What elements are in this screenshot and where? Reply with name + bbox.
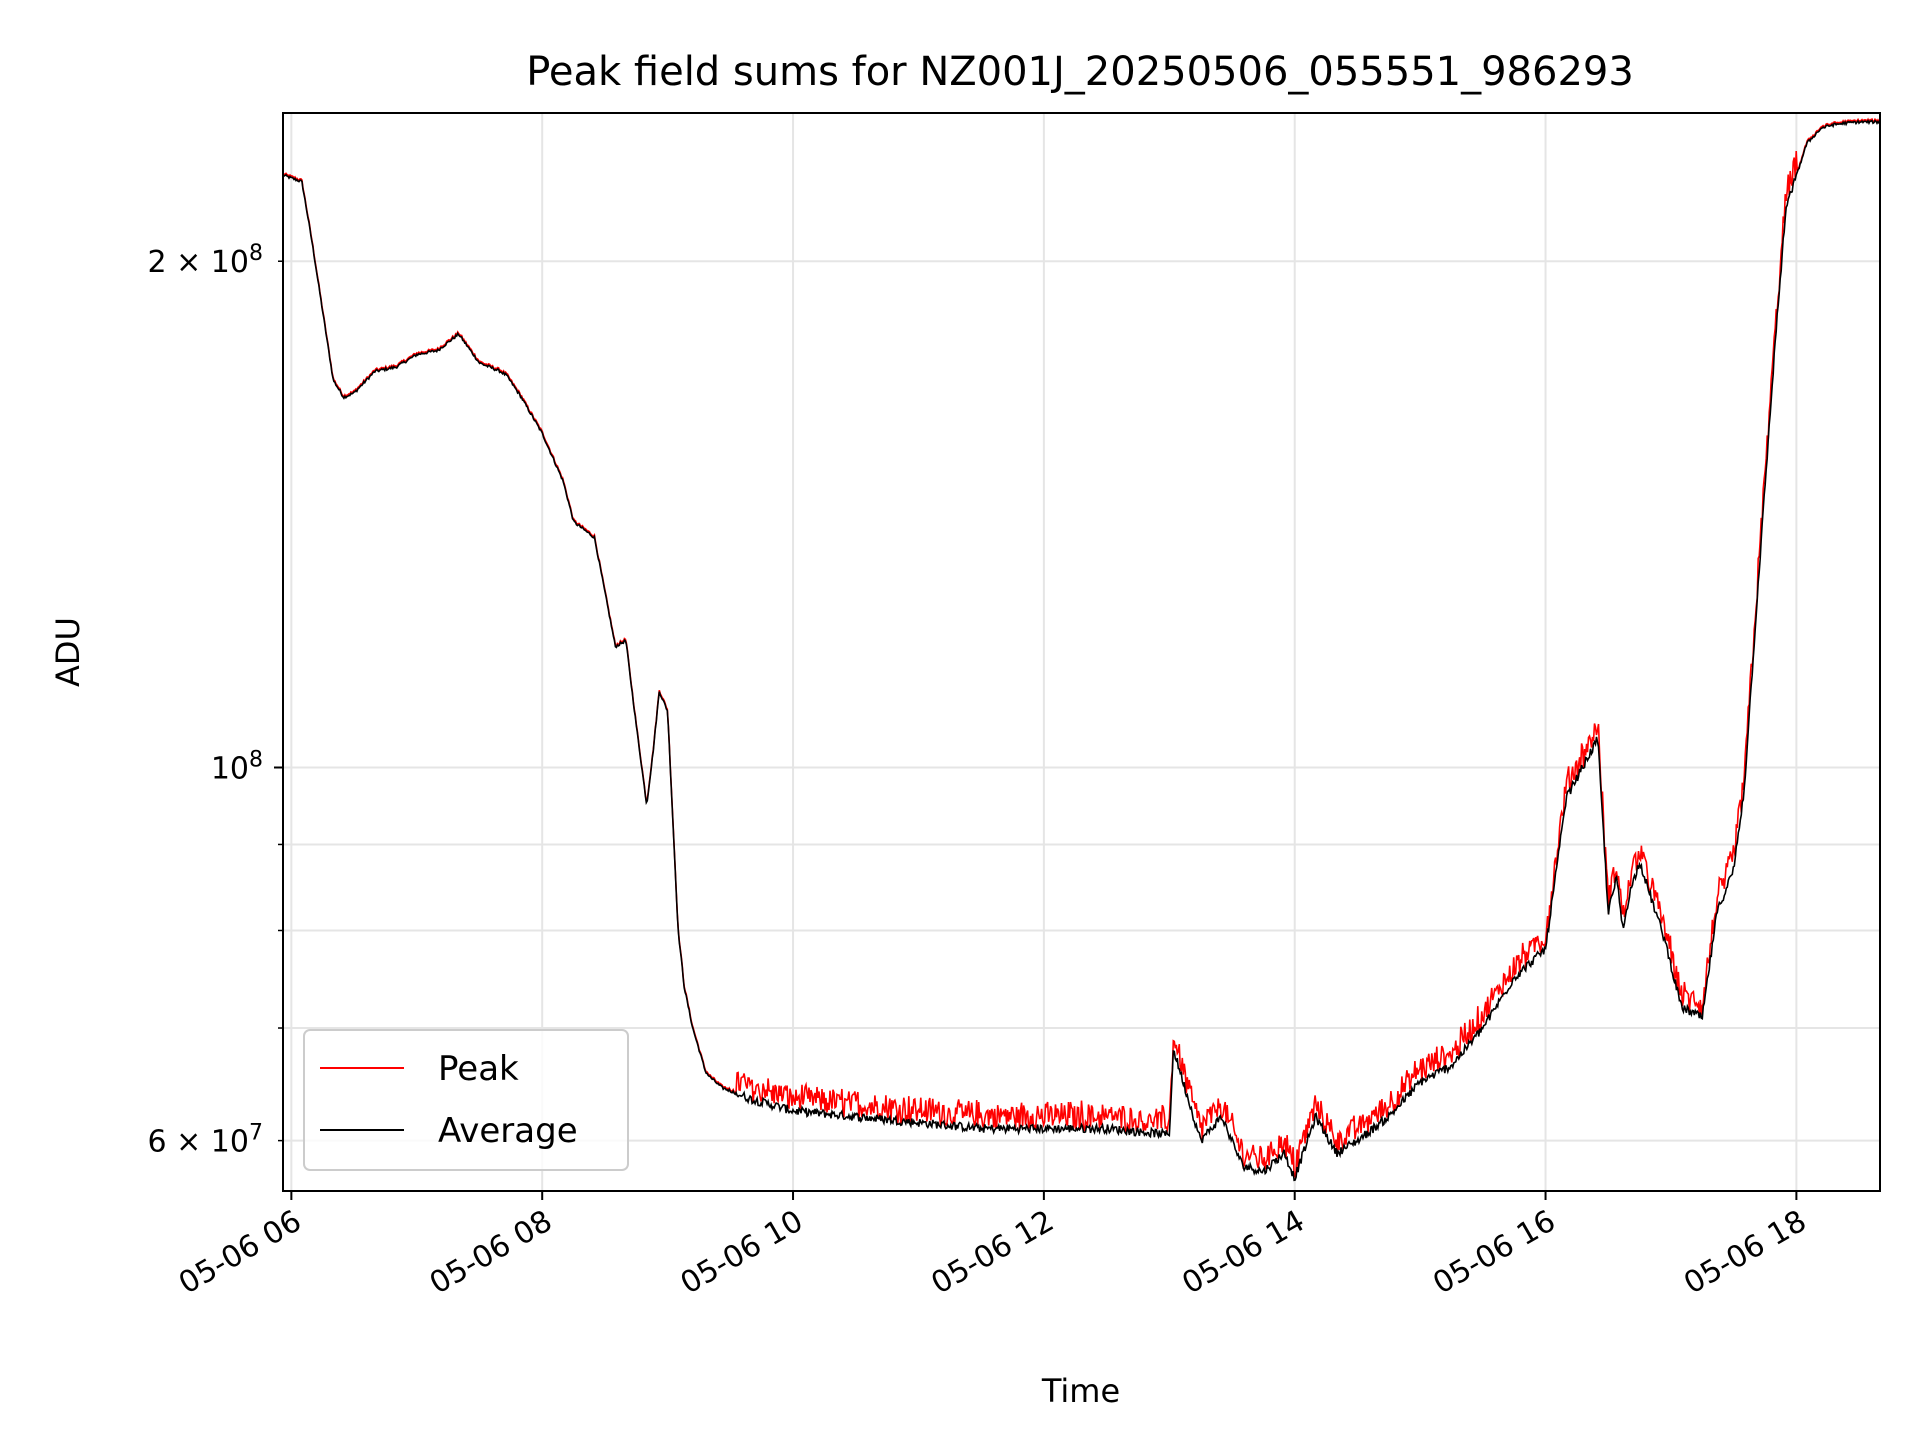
x-tick-label: 05-06 16	[1427, 1204, 1561, 1302]
x-axis-title: Time	[1041, 1372, 1120, 1410]
x-tick-label: 05-06 06	[173, 1204, 307, 1302]
series-line-average	[282, 118, 1881, 1182]
legend-label-average: Average	[438, 1111, 578, 1151]
legend-box	[303, 1029, 629, 1171]
legend-label-peak: Peak	[438, 1049, 519, 1089]
chart-title: Peak field sums for NZ001J_20250506_0555…	[526, 49, 1634, 95]
y-tick-label: 2 × 108	[148, 241, 263, 280]
series-layer	[282, 117, 1881, 1182]
plot-background	[283, 113, 1880, 1191]
x-tick-label: 05-06 12	[926, 1204, 1060, 1302]
x-tick-label: 05-06 08	[424, 1204, 558, 1302]
plot-frame	[282, 112, 1881, 1192]
x-tick-label: 05-06 10	[675, 1204, 809, 1302]
legend: Peak Average	[303, 1029, 629, 1171]
x-axis: 05-06 06 05-06 08 05-06 10 05-06 12 05-06 14…	[173, 1191, 1812, 1301]
y-axis: 2 × 108 108 6 × 107	[148, 241, 283, 1160]
plot-area	[282, 112, 1881, 1192]
y-axis-title: ADU	[49, 617, 87, 687]
x-tick-label: 05-06 18	[1678, 1204, 1812, 1302]
gridlines	[283, 113, 1880, 1191]
x-tick-label: 05-06 14	[1176, 1204, 1310, 1302]
y-tick-label: 108	[211, 748, 263, 787]
y-tick-label: 6 × 107	[148, 1121, 263, 1160]
